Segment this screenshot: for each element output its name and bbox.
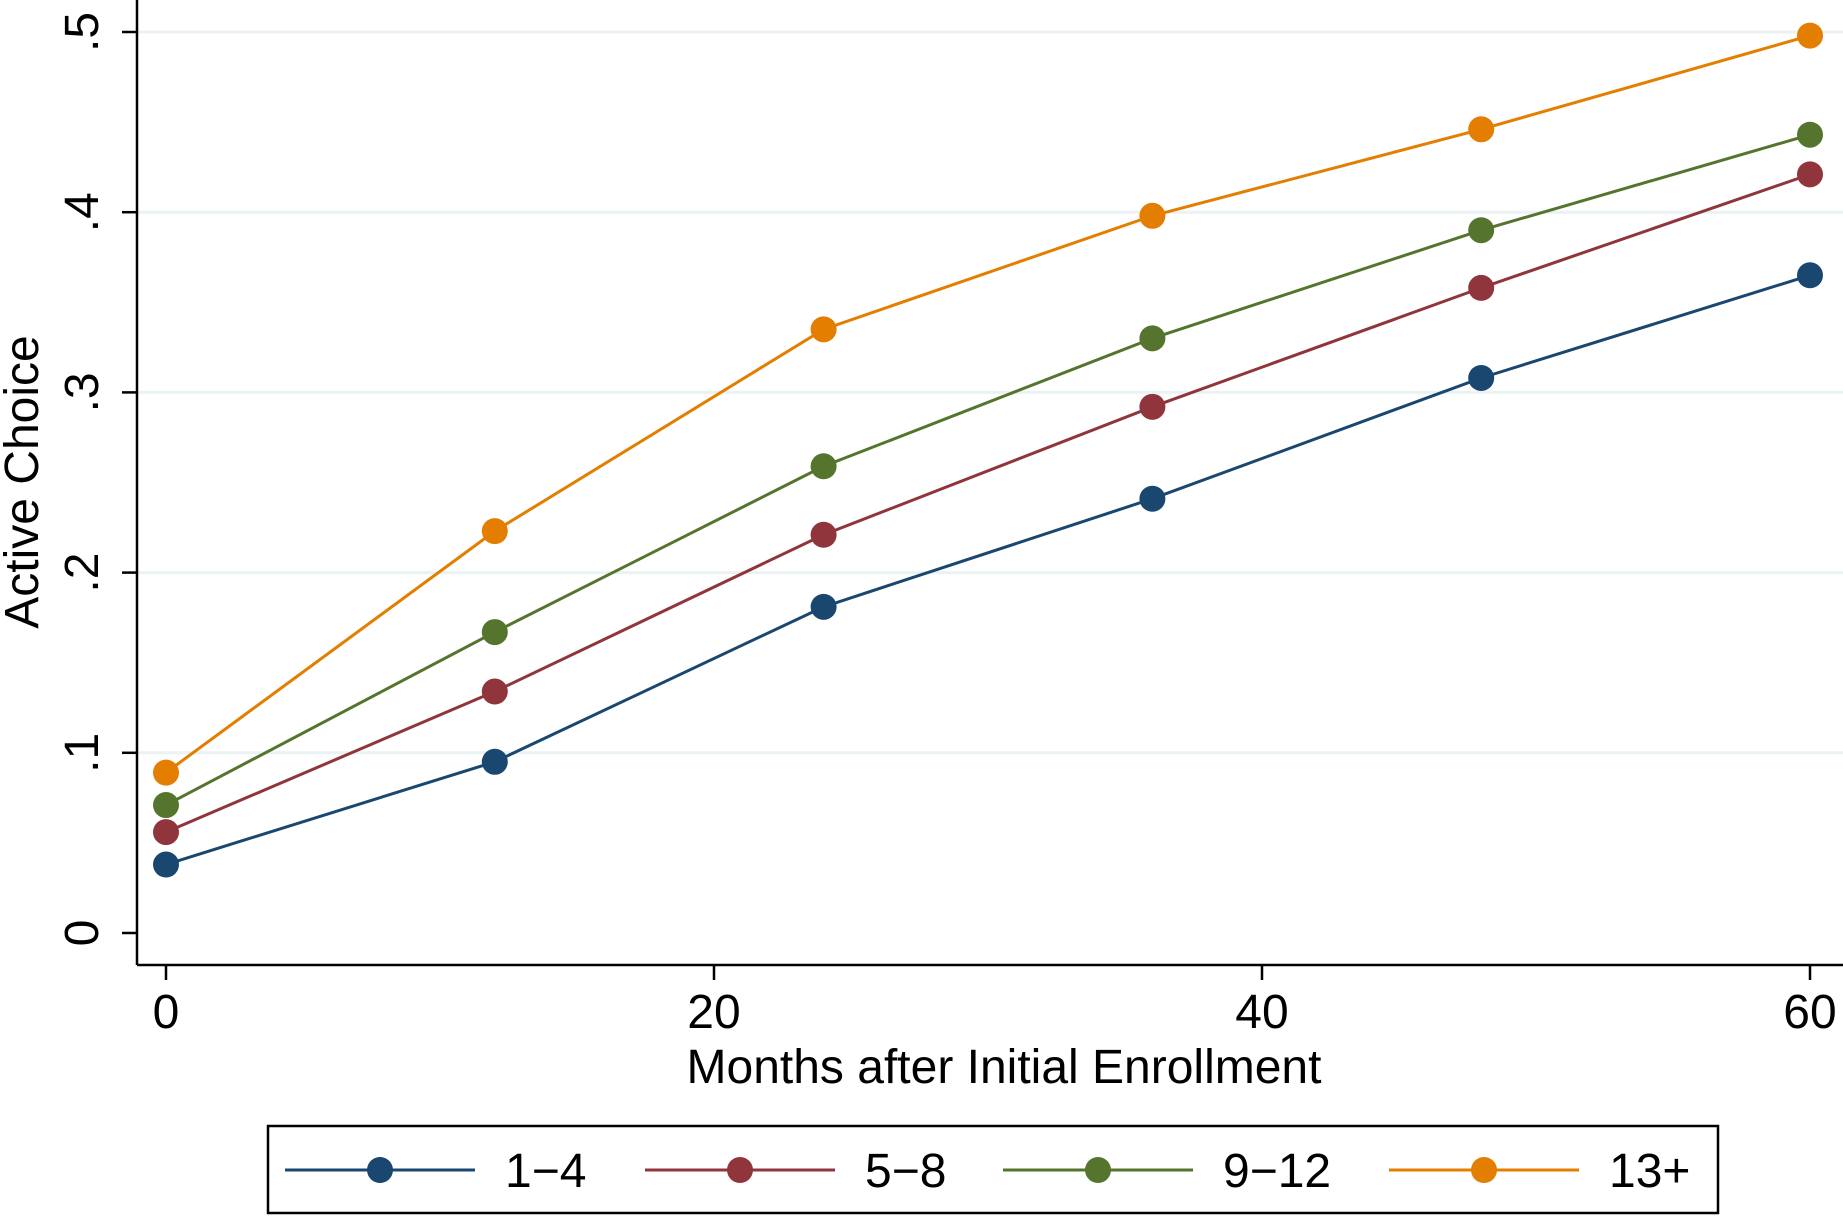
data-point	[810, 453, 837, 480]
axes	[135, 0, 1843, 967]
data-point	[1139, 325, 1166, 352]
data-point	[1797, 121, 1823, 148]
series-line-1	[165, 172, 1811, 834]
data-point	[810, 316, 837, 343]
y-tick-label: .5	[56, 12, 109, 52]
series-markers	[153, 22, 1823, 878]
legend-label: 13+	[1609, 1145, 1690, 1198]
axis-ticks: 0 .1 .2 .3 .4 .5 0 20 40 60	[56, 12, 1837, 1039]
data-point	[153, 759, 179, 786]
x-tick-label: 20	[687, 986, 740, 1039]
data-point	[481, 619, 508, 646]
y-tick-label: .4	[56, 192, 109, 232]
y-tick-label: .1	[56, 733, 109, 773]
legend-swatch-marker	[1085, 1157, 1111, 1183]
data-point	[1139, 393, 1166, 420]
data-point	[481, 518, 508, 545]
data-point	[1468, 364, 1495, 391]
legend-swatch-marker	[1471, 1157, 1497, 1183]
data-point	[1139, 202, 1166, 229]
data-point	[810, 593, 837, 620]
x-axis-title: Months after Initial Enrollment	[687, 1041, 1322, 1094]
x-tick-label: 0	[153, 986, 180, 1039]
x-tick-label: 60	[1783, 986, 1836, 1039]
data-point	[1468, 116, 1495, 143]
gridlines	[137, 30, 1843, 755]
y-axis-title: Active Choice	[0, 335, 49, 628]
data-point	[1797, 161, 1823, 188]
data-point	[1797, 262, 1823, 289]
legend-label: 9−12	[1223, 1145, 1331, 1198]
data-point	[1139, 485, 1166, 512]
data-point	[153, 851, 179, 878]
data-point	[810, 521, 837, 548]
data-point	[153, 819, 179, 846]
legend: 1−4 5−8 9−12 13+	[266, 1124, 1720, 1215]
series-line-2	[165, 133, 1811, 807]
legend-label: 1−4	[505, 1145, 586, 1198]
data-point	[1468, 274, 1495, 301]
y-tick-label: 0	[56, 920, 109, 947]
y-tick-label: .3	[56, 372, 109, 412]
legend-swatch-marker	[367, 1157, 393, 1183]
series-lines	[165, 34, 1811, 866]
x-tick-label: 40	[1235, 986, 1288, 1039]
data-point	[1797, 22, 1823, 49]
series-line-0	[165, 273, 1811, 866]
legend-label: 5−8	[865, 1145, 946, 1198]
series-line-3	[165, 34, 1811, 774]
data-point	[481, 678, 508, 705]
data-point	[481, 748, 508, 775]
data-point	[153, 792, 179, 819]
data-point	[1468, 217, 1495, 244]
legend-swatch-marker	[727, 1157, 753, 1183]
y-tick-label: .2	[56, 553, 109, 593]
